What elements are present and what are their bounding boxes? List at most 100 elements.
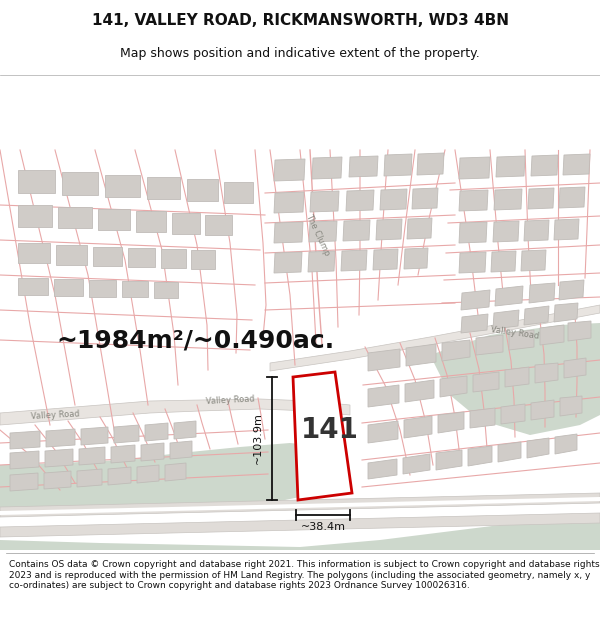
Polygon shape (187, 179, 218, 201)
Polygon shape (493, 221, 519, 242)
Polygon shape (501, 404, 525, 424)
Polygon shape (349, 156, 378, 177)
Polygon shape (373, 249, 398, 270)
Polygon shape (524, 306, 549, 325)
Polygon shape (141, 443, 164, 461)
Polygon shape (417, 153, 444, 175)
Text: 141, VALLEY ROAD, RICKMANSWORTH, WD3 4BN: 141, VALLEY ROAD, RICKMANSWORTH, WD3 4BN (91, 13, 509, 28)
Polygon shape (564, 358, 586, 378)
Polygon shape (128, 248, 155, 267)
Polygon shape (89, 280, 116, 297)
Polygon shape (495, 286, 523, 306)
Polygon shape (559, 187, 585, 208)
Polygon shape (0, 443, 310, 515)
Polygon shape (145, 423, 168, 441)
Polygon shape (403, 454, 430, 474)
Polygon shape (309, 221, 337, 242)
Polygon shape (554, 219, 579, 240)
Text: Contains OS data © Crown copyright and database right 2021. This information is : Contains OS data © Crown copyright and d… (9, 560, 599, 590)
Polygon shape (174, 421, 196, 439)
Polygon shape (308, 251, 335, 272)
Polygon shape (493, 310, 519, 329)
Polygon shape (476, 335, 503, 355)
Polygon shape (554, 303, 578, 322)
Polygon shape (274, 192, 304, 213)
Polygon shape (496, 156, 525, 177)
Polygon shape (0, 497, 600, 515)
Polygon shape (376, 219, 402, 240)
Polygon shape (170, 441, 192, 459)
Polygon shape (368, 349, 400, 371)
Polygon shape (384, 154, 412, 176)
Polygon shape (406, 344, 436, 366)
Text: ~38.4m: ~38.4m (301, 522, 346, 532)
Polygon shape (438, 412, 464, 433)
Polygon shape (44, 471, 71, 489)
Polygon shape (136, 211, 166, 232)
Polygon shape (568, 321, 591, 341)
Polygon shape (509, 330, 534, 350)
Polygon shape (459, 222, 487, 243)
Polygon shape (380, 189, 407, 210)
Polygon shape (191, 250, 215, 269)
Polygon shape (10, 431, 40, 449)
Polygon shape (81, 427, 108, 445)
Polygon shape (108, 467, 131, 485)
Polygon shape (498, 442, 521, 462)
Polygon shape (293, 372, 352, 500)
Polygon shape (521, 250, 546, 271)
Polygon shape (312, 157, 342, 179)
Polygon shape (505, 367, 529, 387)
Polygon shape (442, 340, 470, 361)
Polygon shape (58, 207, 92, 228)
Polygon shape (274, 222, 303, 243)
Polygon shape (137, 465, 159, 483)
Polygon shape (524, 220, 549, 241)
Polygon shape (405, 380, 434, 402)
Polygon shape (341, 250, 367, 271)
Polygon shape (147, 177, 180, 199)
Polygon shape (529, 283, 555, 303)
Text: ~1984m²/~0.490ac.: ~1984m²/~0.490ac. (56, 328, 334, 352)
Polygon shape (105, 175, 140, 197)
Polygon shape (461, 290, 490, 310)
Polygon shape (274, 159, 305, 181)
Polygon shape (274, 252, 302, 273)
Polygon shape (368, 421, 398, 443)
Polygon shape (224, 182, 253, 203)
Polygon shape (346, 190, 374, 211)
Polygon shape (459, 190, 488, 211)
Polygon shape (10, 473, 38, 491)
Polygon shape (114, 425, 139, 443)
Polygon shape (205, 215, 232, 235)
Polygon shape (0, 513, 600, 537)
Polygon shape (535, 363, 558, 383)
Polygon shape (111, 445, 135, 463)
Text: The Clump: The Clump (304, 213, 332, 258)
Polygon shape (98, 209, 130, 230)
Polygon shape (122, 281, 148, 297)
Polygon shape (0, 493, 600, 517)
Polygon shape (560, 396, 582, 416)
Polygon shape (470, 408, 495, 428)
Polygon shape (559, 280, 584, 300)
Polygon shape (0, 399, 350, 425)
Polygon shape (531, 155, 558, 176)
Polygon shape (412, 188, 438, 209)
Polygon shape (473, 372, 499, 392)
Polygon shape (461, 314, 488, 333)
Polygon shape (555, 434, 577, 454)
Polygon shape (18, 205, 52, 227)
Polygon shape (310, 191, 339, 212)
Polygon shape (563, 154, 590, 175)
Polygon shape (368, 459, 397, 479)
Polygon shape (18, 243, 50, 263)
Polygon shape (459, 157, 490, 179)
Polygon shape (62, 172, 98, 195)
Polygon shape (45, 449, 73, 467)
Polygon shape (436, 450, 462, 470)
Polygon shape (172, 213, 200, 234)
Polygon shape (404, 416, 432, 438)
Polygon shape (0, 515, 600, 550)
Polygon shape (531, 400, 554, 420)
